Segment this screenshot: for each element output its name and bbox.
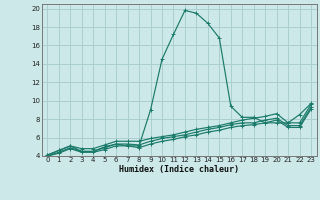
X-axis label: Humidex (Indice chaleur): Humidex (Indice chaleur) <box>119 165 239 174</box>
